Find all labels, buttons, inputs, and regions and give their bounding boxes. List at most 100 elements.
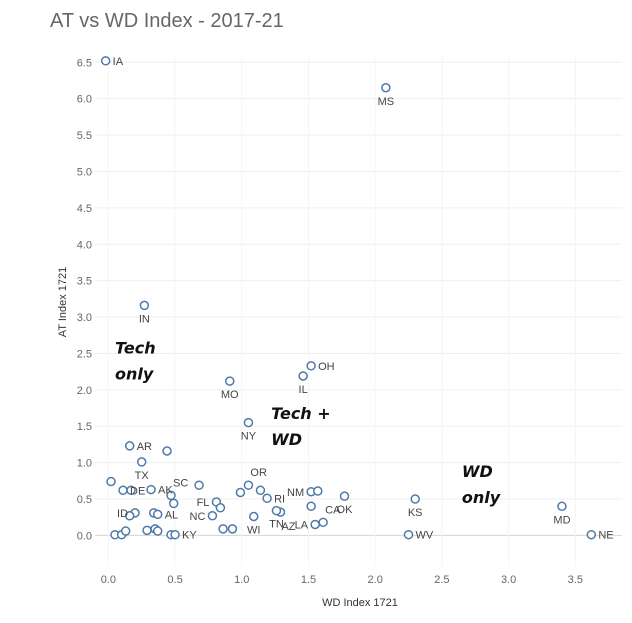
point-label: MD — [553, 514, 570, 526]
y-tick-label: 0.0 — [77, 530, 92, 542]
point-label: AK — [158, 485, 173, 497]
x-tick-label: 2.0 — [368, 574, 383, 586]
point-label: MO — [221, 389, 239, 401]
x-tick-label: 2.5 — [434, 574, 449, 586]
data-point — [120, 526, 131, 536]
data-point — [100, 56, 111, 66]
data-point — [152, 526, 163, 536]
data-point — [298, 371, 308, 381]
data-point — [142, 525, 152, 536]
point-label: IL — [299, 384, 308, 396]
data-point — [310, 519, 320, 530]
point-label: AZ — [281, 521, 295, 533]
point-label: TX — [135, 470, 150, 482]
data-point — [118, 485, 128, 496]
y-tick-label: 5.0 — [77, 166, 92, 178]
x-tick-label: 3.0 — [501, 574, 516, 586]
data-point — [271, 505, 282, 516]
y-tick-label: 1.5 — [77, 421, 92, 433]
point-label: IN — [139, 313, 150, 325]
data-point — [255, 485, 266, 496]
y-tick-label: 6.0 — [77, 94, 92, 106]
y-tick-label: 6.5 — [77, 57, 92, 69]
y-tick-label: 1.0 — [77, 458, 92, 470]
x-tick-label: 1.5 — [301, 574, 316, 586]
data-point — [215, 503, 226, 513]
y-tick-label: 5.5 — [77, 130, 92, 142]
point-label: OH — [318, 361, 335, 373]
data-point — [306, 501, 316, 512]
data-point — [381, 83, 391, 93]
data-point — [318, 517, 328, 528]
point-label: OR — [250, 467, 267, 479]
data-point — [243, 417, 254, 428]
region-annotation: only — [115, 364, 154, 383]
point-label: KS — [408, 507, 423, 519]
x-tick-label: 1.0 — [234, 574, 249, 586]
point-label: NC — [190, 511, 206, 523]
data-point — [139, 300, 150, 311]
point-label: LA — [295, 520, 309, 532]
point-label: DE — [130, 485, 145, 497]
chart-title: AT vs WD Index - 2017-21 — [50, 10, 284, 32]
point-label: CA — [325, 504, 341, 516]
y-tick-label: 2.0 — [77, 385, 92, 397]
region-annotation: WD — [462, 462, 493, 481]
data-point — [166, 490, 176, 501]
data-point — [557, 501, 567, 512]
y-tick-label: 3.0 — [77, 312, 92, 324]
data-point — [225, 376, 235, 386]
x-axis-title: WD Index 1721 — [322, 597, 398, 609]
point-label: MS — [378, 96, 395, 108]
y-axis-title: AT Index 1721 — [57, 267, 69, 338]
point-label: KY — [182, 530, 197, 542]
data-point — [313, 486, 323, 496]
point-label: AR — [137, 441, 152, 453]
data-point — [227, 524, 238, 534]
data-point — [136, 457, 147, 467]
point-label: AL — [165, 509, 178, 521]
x-tick-label: 0.0 — [101, 574, 116, 586]
x-tick-label: 3.5 — [568, 574, 583, 586]
data-point — [306, 361, 316, 371]
point-label: IA — [113, 56, 124, 68]
data-point — [207, 511, 218, 521]
data-point — [339, 491, 350, 501]
gridlines — [95, 55, 622, 566]
point-label: WI — [247, 525, 260, 537]
data-point — [146, 484, 156, 495]
point-label: WV — [416, 530, 434, 542]
point-label: FL — [197, 497, 210, 509]
point-label: ID — [117, 508, 128, 520]
y-tick-label: 2.5 — [77, 348, 92, 360]
data-point — [168, 498, 179, 509]
point-label: OK — [337, 504, 354, 516]
data-points — [100, 56, 597, 540]
point-label: TN — [269, 519, 284, 531]
data-point — [152, 509, 163, 520]
data-point — [410, 494, 420, 504]
point-label: NE — [598, 530, 613, 542]
region-annotation: WD — [271, 430, 302, 449]
data-point — [170, 529, 180, 540]
axis-ticks: 0.0 0.5 1.0 1.5 2.0 2.5 3.0 3.5 4.0 4.5 5.0 5.5 6.0 6… — [77, 57, 583, 586]
data-point — [106, 476, 116, 487]
y-tick-label: 3.5 — [77, 276, 92, 288]
y-tick-label: 4.0 — [77, 239, 92, 251]
point-label: NY — [241, 431, 257, 443]
data-point — [249, 511, 259, 522]
region-annotation: only — [462, 488, 501, 507]
point-label: NM — [287, 487, 304, 499]
data-point — [126, 485, 136, 496]
x-tick-label: 0.5 — [167, 574, 182, 586]
annotations: Tech only Tech + WD WD only — [115, 338, 501, 507]
point-label: RI — [274, 493, 285, 505]
data-point — [194, 480, 204, 490]
y-tick-label: 0.5 — [77, 494, 92, 506]
data-point — [124, 441, 135, 451]
data-point — [262, 493, 272, 504]
data-point — [162, 446, 172, 456]
data-point — [586, 529, 597, 540]
